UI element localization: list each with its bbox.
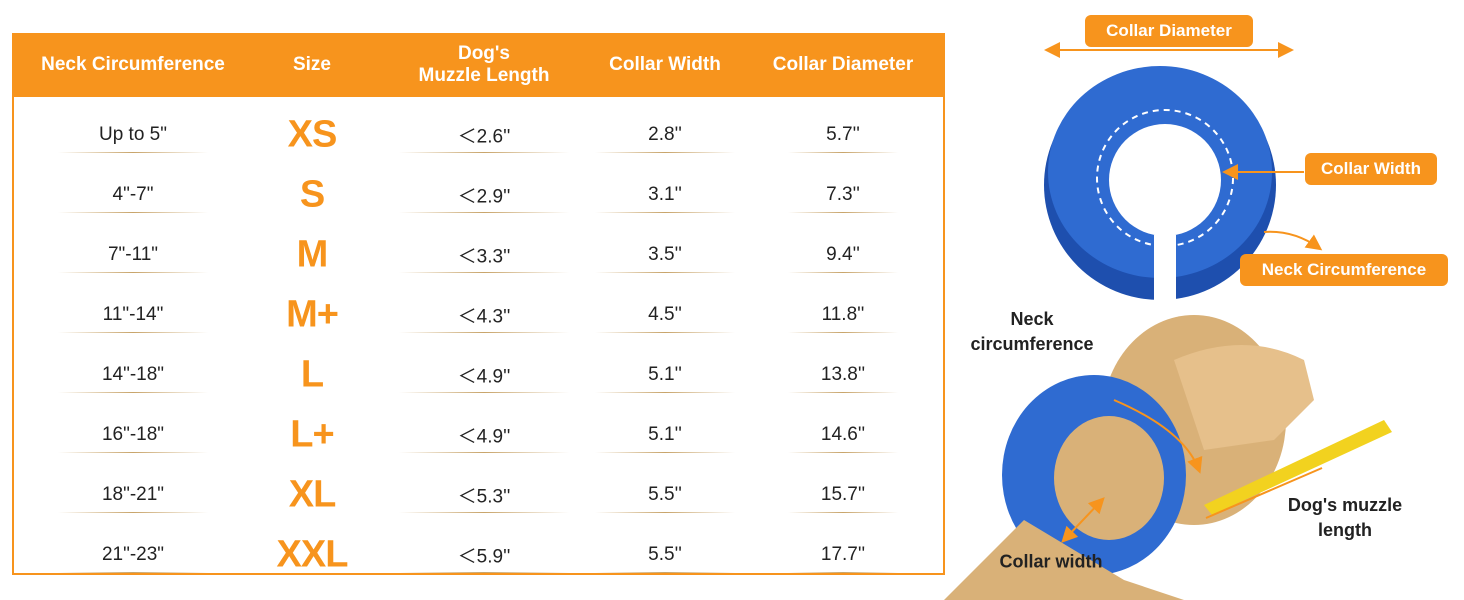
cell-underline <box>58 512 208 513</box>
table-cell: 21"-23" <box>101 544 165 565</box>
dog-label: Dog's muzzle length <box>1287 495 1403 540</box>
table-cell: ＜2.6'' <box>457 126 511 148</box>
cell-underline <box>595 332 735 333</box>
table-cell: ＜2.9'' <box>457 186 511 208</box>
cell-underline <box>595 452 735 453</box>
size-label: XL <box>288 473 337 516</box>
cell-underline <box>595 512 735 513</box>
cell-underline <box>788 452 898 453</box>
table-cell: 14"-18" <box>101 364 165 385</box>
table-cell: 16"-18" <box>101 424 165 445</box>
table-cell: ＜4.9'' <box>457 426 511 448</box>
cell-underline <box>788 332 898 333</box>
table-cell: 13.8'' <box>820 364 866 385</box>
table-cell: 2.8'' <box>648 124 682 145</box>
table-cell: ＜4.9'' <box>457 366 511 388</box>
size-label: XS <box>287 113 338 156</box>
table-cell: 15.7'' <box>820 484 866 505</box>
size-label: M <box>296 233 329 276</box>
header-cell: Collar Diameter <box>772 54 914 75</box>
cell-underline <box>595 212 735 213</box>
header-cell: Dog's Muzzle Length <box>418 43 550 86</box>
table-cell: 14.6'' <box>820 424 866 445</box>
table-cell: 5.1'' <box>648 364 682 385</box>
cell-underline <box>58 572 208 573</box>
table-cell: 7"-11" <box>107 244 159 265</box>
table-cell: 7.3'' <box>826 184 860 205</box>
size-label: S <box>299 173 325 216</box>
table-cell: ＜5.3'' <box>457 486 511 508</box>
cell-underline <box>399 152 569 153</box>
cell-underline <box>399 272 569 273</box>
cell-underline <box>788 572 898 573</box>
cell-underline <box>595 392 735 393</box>
dog-label: Neck circumference <box>970 309 1094 354</box>
table-cell: Up to 5" <box>98 124 168 145</box>
table-cell: 5.7'' <box>826 124 860 145</box>
cell-underline <box>399 452 569 453</box>
cell-underline <box>788 512 898 513</box>
table-cell: 4.5'' <box>648 304 682 325</box>
table-cell: 9.4'' <box>826 244 860 265</box>
table-cell: 11"-14" <box>102 304 164 325</box>
pill-label: Neck Circumference <box>1240 254 1448 286</box>
cell-underline <box>58 152 208 153</box>
pill-label: Collar Width <box>1305 153 1437 185</box>
table-cell: 3.1'' <box>648 184 682 205</box>
cell-underline <box>58 212 208 213</box>
table-cell: 3.5'' <box>648 244 682 265</box>
table-cell: 5.1'' <box>648 424 682 445</box>
dog-label: Collar width <box>999 551 1103 572</box>
cell-underline <box>595 272 735 273</box>
cell-underline <box>595 572 735 573</box>
size-label: L <box>300 353 324 396</box>
table-cell: ＜4.3'' <box>457 306 511 328</box>
illustrations <box>944 42 1392 600</box>
table-cell: 5.5'' <box>648 544 682 565</box>
cell-underline <box>399 392 569 393</box>
header-cell: Neck Circumference <box>41 54 225 75</box>
table-header <box>12 33 945 97</box>
pill-label: Collar Diameter <box>1085 15 1253 47</box>
cell-underline <box>788 272 898 273</box>
table-cell: ＜3.3'' <box>457 246 511 268</box>
header-cell: Size <box>292 54 332 75</box>
table-cell: 18"-21" <box>101 484 165 505</box>
table-cell: 5.5'' <box>648 484 682 505</box>
table-cell: 11.8'' <box>821 304 865 325</box>
cell-underline <box>399 572 569 573</box>
cell-underline <box>788 212 898 213</box>
table-cell: 4"-7" <box>112 184 154 205</box>
cell-underline <box>399 512 569 513</box>
cell-underline <box>399 212 569 213</box>
cell-underline <box>58 452 208 453</box>
cell-underline <box>58 332 208 333</box>
size-label: L+ <box>290 413 334 456</box>
cell-underline <box>58 392 208 393</box>
cell-underline <box>788 152 898 153</box>
cell-underline <box>58 272 208 273</box>
cell-underline <box>595 152 735 153</box>
header-cell: Collar Width <box>609 54 721 75</box>
size-label: XXL <box>276 533 349 576</box>
cell-underline <box>788 392 898 393</box>
size-label: M+ <box>286 293 339 336</box>
cell-underline <box>399 332 569 333</box>
table-cell: 17.7'' <box>820 544 866 565</box>
table-cell: ＜5.9'' <box>457 546 511 568</box>
